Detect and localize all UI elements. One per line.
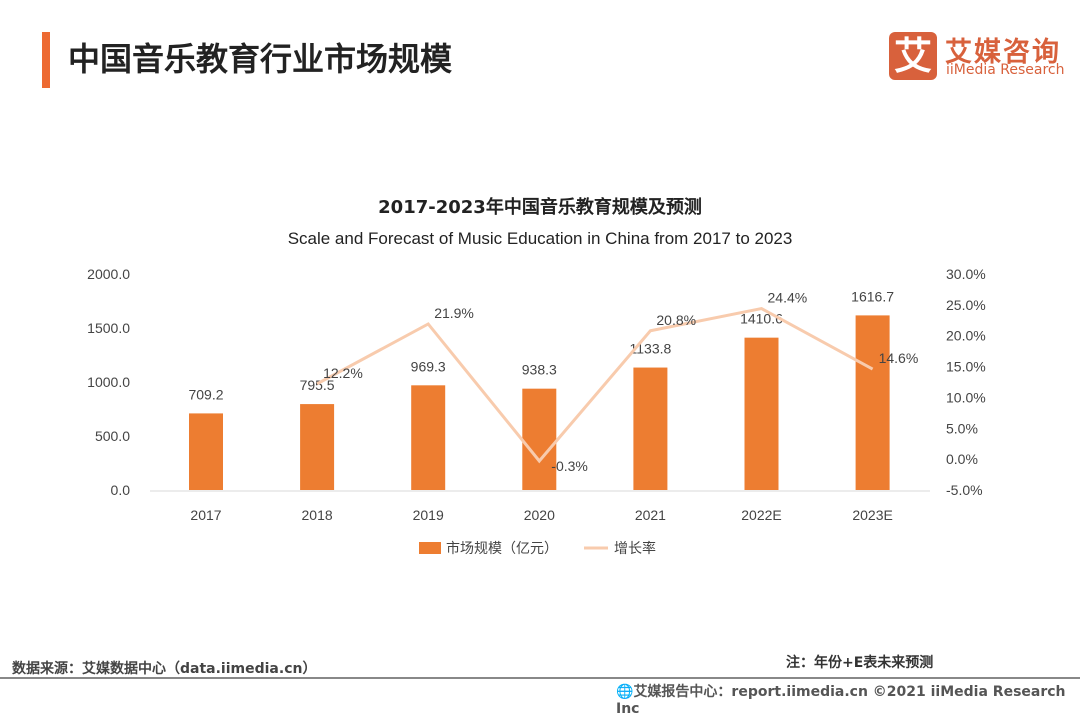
- left-tick-label: 500.0: [95, 428, 130, 444]
- x-tick-label: 2019: [413, 507, 444, 523]
- bar: [189, 413, 223, 490]
- legend-label-bar: 市场规模（亿元）: [446, 540, 558, 556]
- right-tick-label: -5.0%: [946, 482, 983, 498]
- line-data-label: 24.4%: [768, 290, 808, 306]
- data-source: 数据来源：艾媒数据中心（data.iimedia.cn）: [12, 661, 317, 677]
- bar-data-label: 938.3: [522, 362, 557, 378]
- chart-title: 2017-2023年中国音乐教育规模及预测: [378, 197, 702, 218]
- right-tick-label: 10.0%: [946, 389, 986, 405]
- bar: [522, 388, 557, 490]
- legend-swatch-bar: [419, 542, 441, 554]
- title-accent-bar: [42, 32, 50, 88]
- x-tick-label: 2020: [524, 507, 555, 523]
- left-tick-label: 1500.0: [87, 320, 130, 336]
- right-tick-label: 25.0%: [946, 297, 986, 313]
- left-tick-label: 0.0: [111, 482, 131, 498]
- bar: [411, 385, 446, 490]
- footnote: 注：年份+E表未来预测: [786, 655, 934, 671]
- x-tick-label: 2018: [302, 507, 333, 523]
- line-data-label: 12.2%: [323, 365, 363, 381]
- bar: [300, 404, 335, 490]
- footer-divider: [0, 677, 1080, 679]
- left-tick-label: 2000.0: [87, 266, 130, 282]
- logo-name-en: iiMedia Research: [946, 62, 1065, 78]
- legend-label-line: 增长率: [614, 540, 656, 556]
- bar: [744, 337, 779, 490]
- x-tick-label: 2017: [190, 507, 221, 523]
- right-tick-label: 30.0%: [946, 266, 986, 282]
- left-tick-label: 1000.0: [87, 374, 130, 390]
- right-tick-label: 15.0%: [946, 359, 986, 375]
- bar-data-label: 1616.7: [851, 288, 894, 304]
- globe-icon: 🌐: [616, 684, 634, 700]
- x-tick-label: 2021: [635, 507, 666, 523]
- bar-data-label: 969.3: [411, 358, 446, 374]
- copyright-text: 艾媒报告中心：report.iimedia.cn ©2021 iiMedia R…: [616, 684, 1066, 717]
- bar: [855, 315, 890, 490]
- right-tick-label: 20.0%: [946, 328, 986, 344]
- line-data-label: 21.9%: [434, 305, 474, 321]
- right-tick-label: 5.0%: [946, 420, 978, 436]
- logo-mark: 艾: [889, 32, 937, 80]
- line-data-label: -0.3%: [551, 458, 588, 474]
- bar: [633, 367, 668, 490]
- line-data-label: 14.6%: [879, 350, 919, 366]
- bar-data-label: 709.2: [188, 386, 223, 402]
- growth-line: [316, 306, 874, 464]
- page-title: 中国音乐教育行业市场规模: [68, 40, 453, 78]
- chart-subtitle: Scale and Forecast of Music Education in…: [287, 229, 793, 248]
- x-tick-label: 2023E: [852, 507, 892, 523]
- x-tick-label: 2022E: [741, 507, 781, 523]
- bar-data-label: 795.5: [300, 377, 335, 393]
- right-tick-label: 0.0%: [946, 451, 978, 467]
- logo-name-cn: 艾媒咨询: [945, 37, 1061, 68]
- line-data-label: 20.8%: [656, 312, 696, 328]
- footer-copyright: 🌐艾媒报告中心：report.iimedia.cn ©2021 iiMedia …: [616, 681, 1080, 717]
- chart: 0.0 500.0 1000.0 1500.0 2000.0 -5.0% 0.0% 5.0% 1…: [87, 266, 986, 556]
